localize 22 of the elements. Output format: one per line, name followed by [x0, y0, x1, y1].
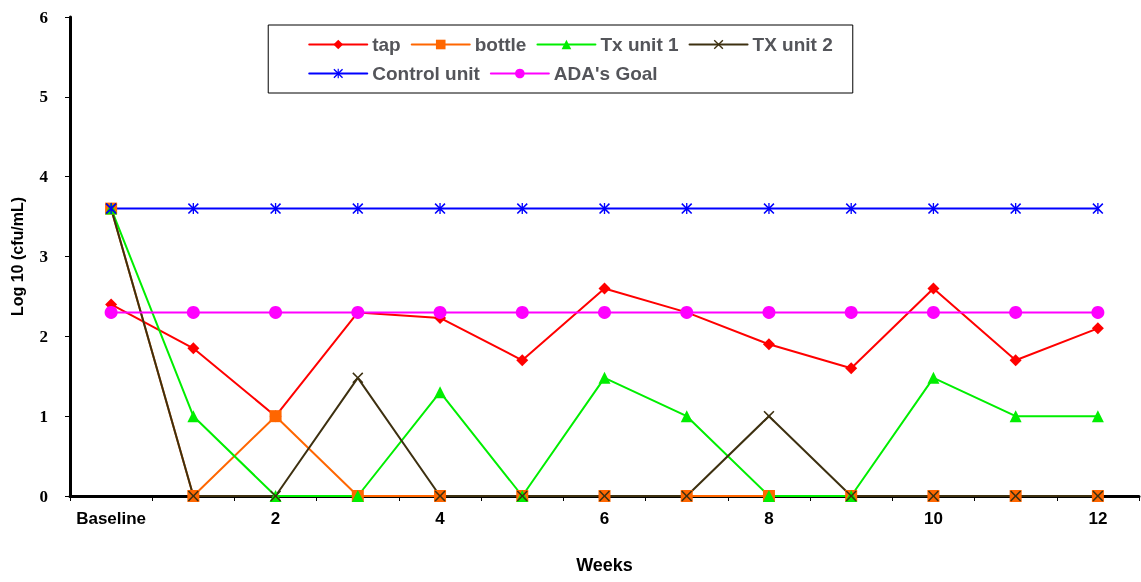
legend-label: TX unit 2: [752, 34, 833, 55]
x-tick-label: 8: [764, 509, 774, 528]
x-tick-label: 10: [923, 509, 943, 528]
x-tick-label: 6: [599, 509, 610, 528]
y-tick-label: 5: [39, 87, 48, 107]
y-tick-label: 6: [39, 7, 48, 27]
y-tick-label: 3: [39, 247, 48, 266]
y-tick-label: 2: [39, 326, 48, 346]
y-tick-label: 1: [39, 406, 48, 426]
y-tick-label: 4: [39, 167, 49, 187]
legend-label: ADA's Goal: [553, 63, 658, 84]
x-axis-title: Weeks: [576, 555, 633, 575]
y-axis-title: Log 10 (cfu/mL): [8, 196, 26, 317]
legend-label: Tx unit 1: [600, 34, 679, 55]
legend-label: Control unit: [372, 63, 481, 84]
x-tick-label: 4: [435, 509, 446, 528]
x-tick-label: 2: [270, 509, 281, 528]
y-tick-label: 0: [39, 486, 48, 506]
x-tick-label: 12: [1088, 509, 1108, 528]
legend-label: tap: [372, 34, 401, 55]
x-tick-label: Baseline: [76, 509, 147, 528]
legend-label: bottle: [474, 34, 527, 55]
